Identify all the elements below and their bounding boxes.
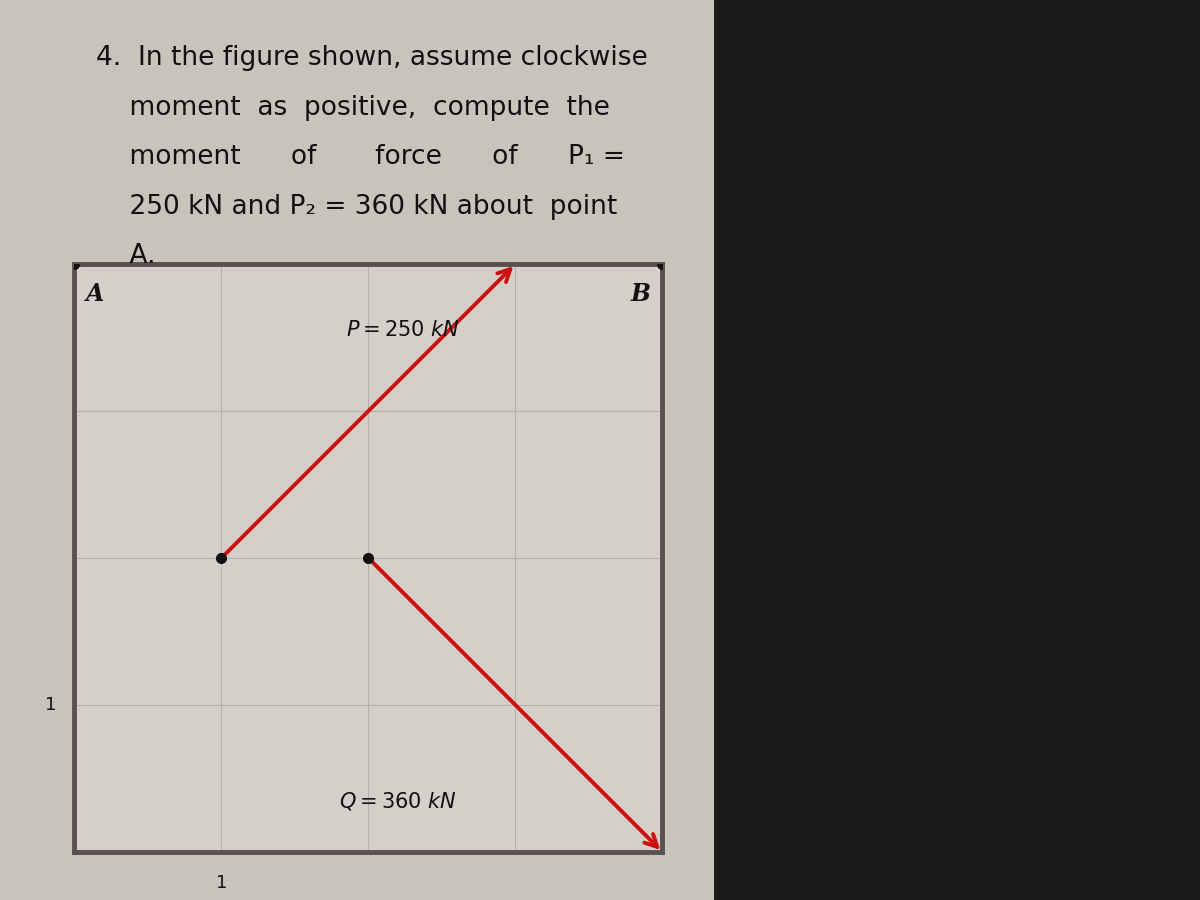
- Text: B: B: [631, 282, 650, 306]
- Text: 4.  In the figure shown, assume clockwise: 4. In the figure shown, assume clockwise: [96, 45, 648, 71]
- Text: 1: 1: [216, 874, 227, 892]
- Text: A: A: [86, 282, 104, 306]
- Text: 1: 1: [46, 696, 56, 714]
- Text: moment      of       force      of      P₁ =: moment of force of P₁ =: [96, 144, 625, 170]
- Text: $Q = 360\ kN$: $Q = 360\ kN$: [340, 789, 457, 812]
- Text: 250 kN and P₂ = 360 kN about  point: 250 kN and P₂ = 360 kN about point: [96, 194, 617, 220]
- Text: A.: A.: [96, 243, 156, 269]
- Text: moment  as  positive,  compute  the: moment as positive, compute the: [96, 94, 610, 121]
- Text: $P = 250\ kN$: $P = 250\ kN$: [347, 320, 461, 340]
